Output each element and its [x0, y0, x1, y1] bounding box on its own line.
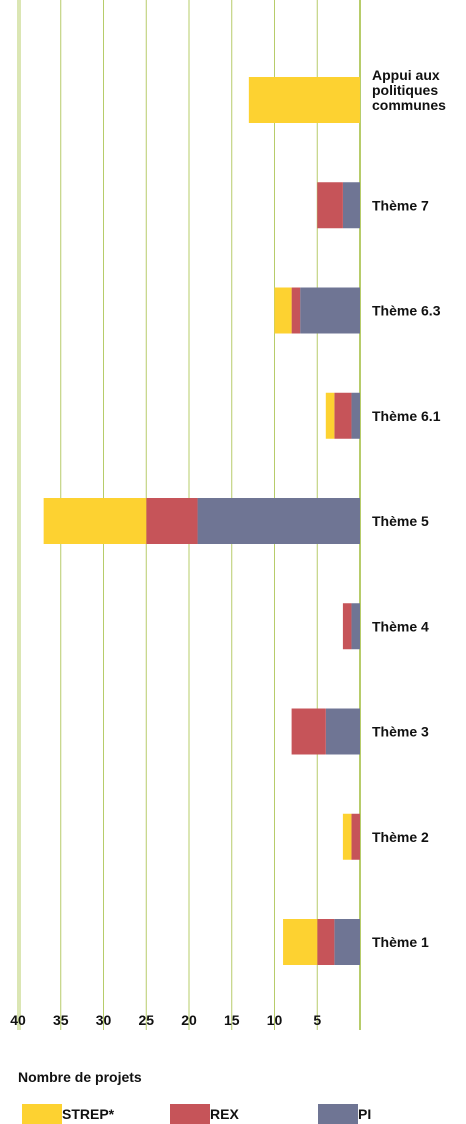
category-label: Thème 6.3 — [372, 303, 441, 319]
category-label: Thème 1 — [372, 934, 429, 950]
tick-label: 20 — [181, 1012, 197, 1028]
bar-segment — [283, 919, 318, 965]
bar-segment — [146, 498, 198, 544]
legend-label: REX — [210, 1106, 239, 1122]
legend-label: STREP* — [62, 1106, 115, 1122]
x-axis-title: Nombre de projets — [18, 1069, 142, 1085]
bars — [43, 77, 360, 965]
bar-segment — [334, 919, 360, 965]
category-label: Thème 6.1 — [372, 408, 441, 424]
category-label: Thème 2 — [372, 829, 429, 845]
bar-segment — [351, 813, 360, 860]
tick-label: 30 — [96, 1012, 112, 1028]
bar-segment — [317, 182, 343, 229]
category-label: Thème 5 — [372, 513, 429, 529]
category-label: Thème 4 — [372, 618, 429, 634]
bar-segment — [43, 498, 147, 544]
bar-segment — [291, 708, 326, 755]
legend-label: PI — [358, 1106, 371, 1122]
bar-segment — [274, 287, 292, 334]
legend: STREP* REX PI — [22, 1104, 371, 1124]
tick-label: 25 — [138, 1012, 154, 1028]
tick-label: 40 — [10, 1012, 26, 1028]
legend-swatch — [22, 1104, 62, 1124]
category-label-line: Appui aux — [372, 67, 440, 83]
category-labels: Appui aux politiques communes Thème 7 Thème … — [372, 67, 446, 950]
bar-segment — [248, 77, 360, 123]
bar-segment — [342, 182, 360, 229]
category-label: Thème 7 — [372, 197, 429, 213]
bar-segment — [351, 392, 360, 439]
tick-label: 35 — [53, 1012, 69, 1028]
tick-label: 5 — [313, 1012, 321, 1028]
category-label: Appui aux politiques communes — [372, 67, 446, 113]
bar-segment — [300, 287, 360, 334]
tick-label: 10 — [267, 1012, 283, 1028]
bar-segment — [342, 813, 352, 860]
bar-segment — [351, 603, 360, 650]
legend-swatch — [170, 1104, 210, 1124]
bar-segment — [325, 392, 335, 439]
bar-segment — [334, 392, 352, 439]
category-label: Thème 3 — [372, 724, 429, 740]
category-label-line: communes — [372, 97, 446, 113]
bar-segment — [197, 498, 360, 544]
bar-segment — [325, 708, 360, 755]
category-label-line: politiques — [372, 82, 438, 98]
tick-labels: 40 35 30 25 20 15 10 5 — [10, 1012, 321, 1028]
tick-label: 15 — [224, 1012, 240, 1028]
legend-swatch — [318, 1104, 358, 1124]
bar-segment — [317, 919, 335, 965]
bar-segment — [342, 603, 352, 650]
bar-segment — [291, 287, 301, 334]
